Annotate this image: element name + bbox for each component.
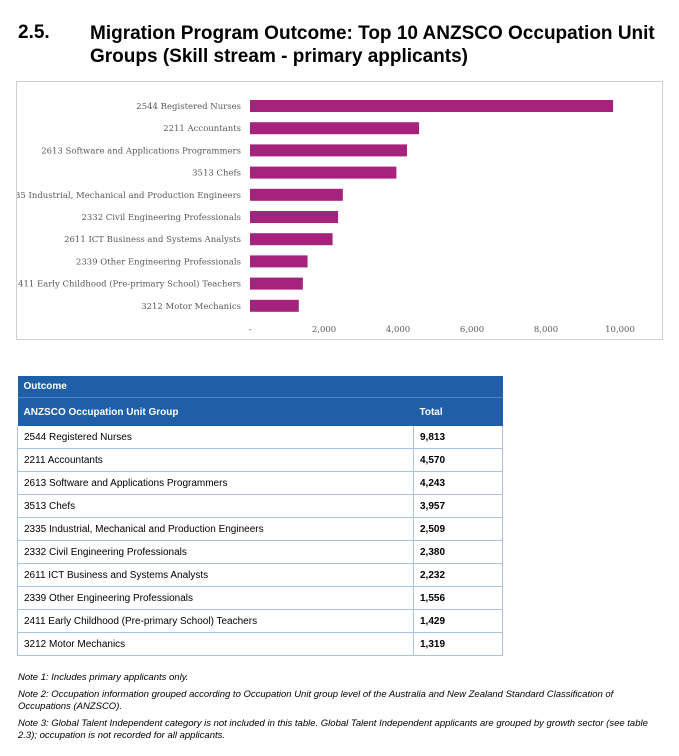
chart-category-label: 2211 Accountants xyxy=(163,124,241,134)
cell-occupation: 2611 ICT Business and Systems Analysts xyxy=(17,563,414,587)
cell-occupation: 3212 Motor Mechanics xyxy=(17,632,414,656)
cell-occupation: 2411 Early Childhood (Pre-primary School… xyxy=(17,609,414,633)
chart-svg: 2544 Registered Nurses 2211 Accountants 26… xyxy=(17,100,635,335)
column-header-total: Total xyxy=(413,397,503,426)
table-column-header-row: ANZSCO Occupation Unit Group Total xyxy=(17,397,503,426)
cell-occupation: 2613 Software and Applications Programme… xyxy=(17,471,414,495)
cell-total: 3,957 xyxy=(413,494,503,518)
table-row: 2544 Registered Nurses 9,813 xyxy=(17,426,503,449)
chart-category-label: 2544 Registered Nurses xyxy=(136,102,241,112)
section-title: Migration Program Outcome: Top 10 ANZSCO… xyxy=(90,23,655,67)
cell-total: 9,813 xyxy=(413,426,503,449)
chart-bar xyxy=(250,255,308,268)
cell-occupation: 2211 Accountants xyxy=(17,448,414,472)
cell-total: 1,319 xyxy=(413,632,503,656)
table-row: 2335 Industrial, Mechanical and Producti… xyxy=(17,517,503,541)
chart-category-label: 2611 ICT Business and Systems Analysts xyxy=(64,235,241,245)
table-row: 3513 Chefs 3,957 xyxy=(17,494,503,518)
cell-total: 2,509 xyxy=(413,517,503,541)
chart-bar xyxy=(250,144,407,157)
note-2: Note 2: Occupation information grouped a… xyxy=(18,689,614,712)
occupation-bar-chart: 2544 Registered Nurses 2211 Accountants 26… xyxy=(16,81,663,340)
chart-x-tick-label: - xyxy=(249,325,252,335)
table-row: 3212 Motor Mechanics 1,319 xyxy=(17,632,503,656)
cell-occupation: 2544 Registered Nurses xyxy=(17,426,414,449)
cell-occupation: 2339 Other Engineering Professionals xyxy=(17,586,414,610)
chart-x-tick-label: 2,000 xyxy=(312,325,336,335)
table-row: 2611 ICT Business and Systems Analysts 2,… xyxy=(17,563,503,587)
cell-total: 2,232 xyxy=(413,563,503,587)
chart-x-tick-label: 6,000 xyxy=(460,325,484,335)
table-row: 2332 Civil Engineering Professionals 2,38… xyxy=(17,540,503,564)
column-header-occupation: ANZSCO Occupation Unit Group xyxy=(17,397,414,426)
cell-total: 2,380 xyxy=(413,540,503,564)
note-3: Note 3: Global Talent Independent catego… xyxy=(18,718,648,741)
notes: Note 1: Includes primary applicants only… xyxy=(18,672,658,747)
table-group-header: Outcome xyxy=(17,376,503,398)
chart-bar xyxy=(250,211,339,223)
chart-bar xyxy=(250,122,420,135)
chart-category-label: 3212 Motor Mechanics xyxy=(141,302,241,312)
cell-total: 1,556 xyxy=(413,586,503,610)
cell-total: 1,429 xyxy=(413,609,503,633)
chart-category-label: 2411 Early Childhood (Pre-primary School… xyxy=(17,279,241,290)
chart-x-tick-label: 8,000 xyxy=(534,325,558,335)
chart-bar xyxy=(250,100,614,112)
cell-occupation: 3513 Chefs xyxy=(17,494,414,518)
chart-x-tick-label: 4,000 xyxy=(386,325,410,335)
chart-category-label: 2339 Other Engineering Professionals xyxy=(76,257,241,267)
table-row: 2411 Early Childhood (Pre-primary School… xyxy=(17,609,503,633)
cell-total: 4,570 xyxy=(413,448,503,472)
cell-total: 4,243 xyxy=(413,471,503,495)
chart-bar xyxy=(250,166,397,179)
section-number: 2.5. xyxy=(18,22,50,43)
table-row: 2613 Software and Applications Programme… xyxy=(17,471,503,495)
cell-occupation: 2335 Industrial, Mechanical and Producti… xyxy=(17,517,414,541)
chart-bar xyxy=(250,299,299,312)
cell-occupation: 2332 Civil Engineering Professionals xyxy=(17,540,414,564)
chart-category-label: 3513 Chefs xyxy=(192,169,241,179)
outcome-table: Outcome ANZSCO Occupation Unit Group Tot… xyxy=(17,376,503,656)
chart-bar xyxy=(250,233,333,246)
chart-category-label: 2332 Civil Engineering Professionals xyxy=(81,213,241,223)
chart-x-tick-label: 10,000 xyxy=(605,325,635,335)
chart-bar xyxy=(250,188,343,201)
table-group-header-row: Outcome xyxy=(17,376,503,398)
note-1: Note 1: Includes primary applicants only… xyxy=(18,672,189,683)
table-row: 2211 Accountants 4,570 xyxy=(17,448,503,472)
chart-category-label: 2335 Industrial, Mechanical and Producti… xyxy=(17,191,241,201)
chart-bar xyxy=(250,277,303,290)
table-row: 2339 Other Engineering Professionals 1,55… xyxy=(17,586,503,610)
chart-category-label: 2613 Software and Applications Programme… xyxy=(41,146,241,156)
